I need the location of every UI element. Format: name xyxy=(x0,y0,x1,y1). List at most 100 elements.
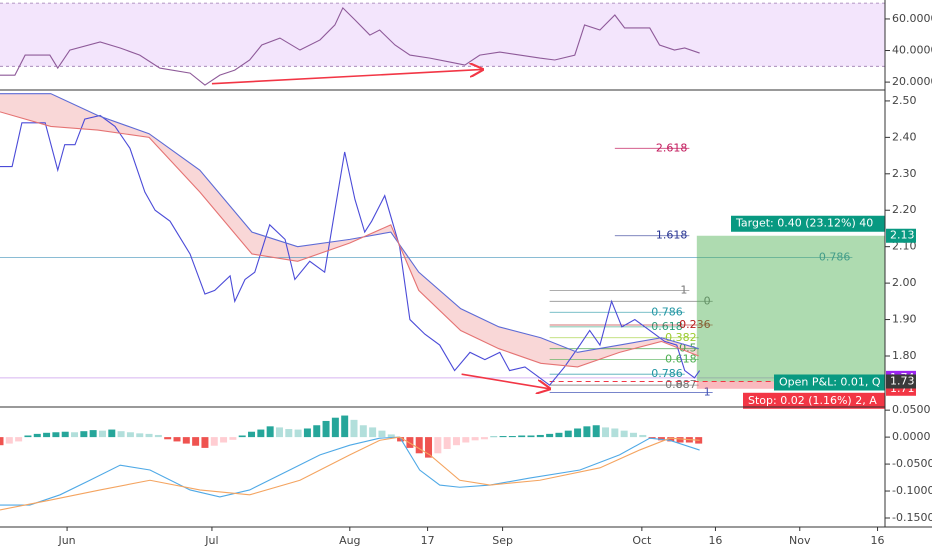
histogram-bar xyxy=(639,434,647,438)
y-tick-label: 0.0000 xyxy=(892,430,931,443)
histogram-bar xyxy=(527,435,535,438)
histogram-bar xyxy=(210,437,218,446)
histogram-bar xyxy=(536,434,544,438)
y-tick-label: -0.1500 xyxy=(892,511,932,524)
histogram-bar xyxy=(629,432,637,438)
histogram-bar xyxy=(415,437,423,454)
histogram-bar xyxy=(266,426,274,438)
histogram-bar xyxy=(238,435,246,438)
histogram-bar xyxy=(108,429,116,438)
fib-label: 1 xyxy=(680,283,687,296)
histogram-bar xyxy=(369,427,377,438)
histogram-bar xyxy=(471,437,479,441)
plot-area: 2.6181.6180.786100.7860.6180.2360.3820.5… xyxy=(0,2,885,511)
histogram-bar xyxy=(145,433,153,438)
histogram-bar xyxy=(229,437,237,440)
histogram-bar xyxy=(620,430,628,438)
x-tick-label: Oct xyxy=(632,534,652,547)
price-tag xyxy=(886,228,916,243)
histogram-bar xyxy=(43,432,51,438)
price-tag-label: 2.13 xyxy=(890,229,915,242)
histogram-bar xyxy=(611,428,619,438)
pnl-label-box xyxy=(774,374,885,391)
histogram-bar xyxy=(182,437,190,444)
histogram-bar xyxy=(257,429,265,438)
histogram-bar xyxy=(341,415,349,438)
target-label-box xyxy=(731,215,885,232)
histogram-bar xyxy=(164,437,172,440)
fib-label: 0.786 xyxy=(819,251,851,264)
histogram-bar xyxy=(331,417,339,438)
histogram-bar xyxy=(61,431,69,438)
target-zone xyxy=(696,235,885,382)
y-tick-label: 60.0000 xyxy=(892,12,932,25)
y-tick-label: 1.80 xyxy=(892,349,917,362)
histogram-bar xyxy=(564,430,572,438)
arrow xyxy=(461,373,550,389)
histogram-bar xyxy=(583,426,591,438)
stop-label: Stop: 0.02 (1.16%) 2, A xyxy=(748,394,877,407)
histogram-bar xyxy=(667,437,675,442)
fib-label: 0.786 xyxy=(651,305,683,318)
y-tick-label: 2.30 xyxy=(892,167,917,180)
y-tick-label: 20.0000 xyxy=(892,75,932,88)
histogram-bar xyxy=(52,432,60,438)
histogram-bar xyxy=(136,433,144,438)
x-tick-label: Jun xyxy=(57,534,75,547)
histogram-bar xyxy=(98,430,106,438)
histogram-bar xyxy=(518,435,526,438)
fib-label: 1.618 xyxy=(656,229,688,242)
arrow xyxy=(211,69,483,85)
y-tick-label: 0.0500 xyxy=(892,403,931,416)
histogram-bar xyxy=(126,432,134,438)
histogram-bar xyxy=(676,437,684,443)
histogram-bar xyxy=(201,437,209,448)
histogram-bar xyxy=(303,428,311,438)
histogram-bar xyxy=(574,428,582,438)
series-line xyxy=(0,436,700,511)
histogram-bar xyxy=(220,437,228,443)
y-tick-label: 2.20 xyxy=(892,203,917,216)
histogram-bar xyxy=(0,437,4,446)
pnl-label: Open P&L: 0.01, Q xyxy=(779,375,881,388)
histogram-bar xyxy=(5,437,13,444)
histogram-bar xyxy=(434,437,442,454)
fib-label: 0.618 xyxy=(651,320,683,333)
histogram-bar xyxy=(359,425,367,438)
histogram-bar xyxy=(350,419,358,438)
histogram-bar xyxy=(657,437,665,441)
histogram-bar xyxy=(15,437,23,442)
series-line xyxy=(0,111,699,368)
histogram-bar xyxy=(80,431,88,438)
histogram-bar xyxy=(248,431,256,438)
histogram-bar xyxy=(480,437,488,440)
histogram-bar xyxy=(508,436,516,438)
histogram-bar xyxy=(462,437,470,443)
series-line xyxy=(0,114,701,386)
y-tick-label: 2.40 xyxy=(892,130,917,143)
histogram-bar xyxy=(490,436,498,438)
fib-label: 0 xyxy=(676,378,683,391)
histogram-bar xyxy=(313,425,321,438)
y-tick-label: 2.00 xyxy=(892,276,917,289)
histogram-bar xyxy=(71,432,79,438)
histogram-bar xyxy=(592,425,600,438)
y-tick-label: 40.0000 xyxy=(892,44,932,57)
histogram-bar xyxy=(499,436,507,438)
fib-label: 0.236 xyxy=(679,318,711,331)
series-line xyxy=(0,436,700,506)
fib-label: 0.786 xyxy=(651,367,683,380)
series-line xyxy=(0,6,700,86)
ma-ribbon xyxy=(0,93,699,367)
histogram-bar xyxy=(285,429,293,438)
histogram-bar xyxy=(602,427,610,438)
y-tick-label: 1.90 xyxy=(892,313,917,326)
fib-label: 0.887 xyxy=(665,378,697,391)
fib-label: 1 xyxy=(704,385,711,398)
x-tick-label: 17 xyxy=(421,534,435,547)
histogram-bar xyxy=(452,437,460,446)
histogram-bar xyxy=(425,437,433,458)
histogram-bar xyxy=(387,434,395,438)
